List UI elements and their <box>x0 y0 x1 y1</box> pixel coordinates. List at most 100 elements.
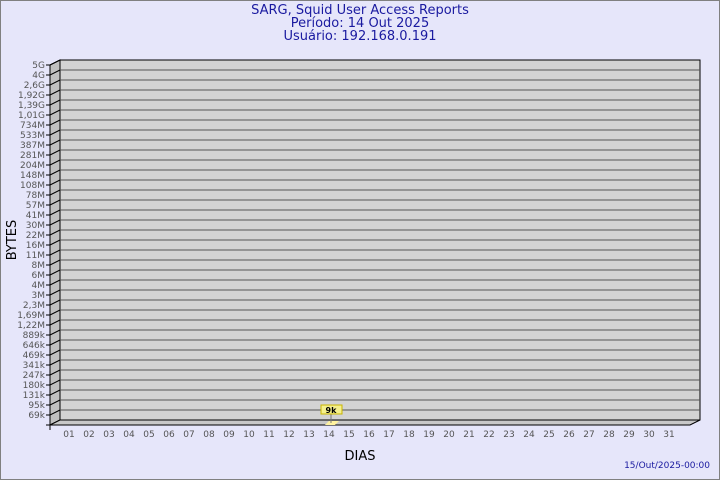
chart-user: Usuário: 192.168.0.191 <box>283 29 437 44</box>
x-tick-label: 04 <box>123 430 135 440</box>
y-tick-label: 5G <box>32 61 45 71</box>
gridline-side <box>49 279 61 286</box>
x-tick-label: 10 <box>243 430 255 440</box>
x-tick-label: 08 <box>203 430 215 440</box>
x-tick-label: 11 <box>263 430 274 440</box>
gridline-side <box>49 109 61 116</box>
x-tick-label: 26 <box>563 430 575 440</box>
gridline-side <box>49 299 61 306</box>
gridline-side <box>49 139 61 146</box>
gridline-side <box>49 269 61 276</box>
x-axis-label: DIAS <box>345 449 376 464</box>
gridline-side <box>49 189 61 196</box>
x-tick-label: 17 <box>383 430 394 440</box>
x-tick-label: 25 <box>543 430 554 440</box>
x-tick-label: 01 <box>63 430 74 440</box>
gridline-side <box>49 369 61 376</box>
x-tick-label: 07 <box>183 430 194 440</box>
gridline-side <box>49 239 61 246</box>
gridline-side <box>49 359 61 366</box>
y-tick-label: 281M <box>20 151 45 161</box>
y-tick-label: 204M <box>20 161 45 171</box>
y-tick-label: 30M <box>26 221 45 231</box>
x-tick-label: 09 <box>223 430 235 440</box>
y-tick-label: 41M <box>26 211 45 221</box>
y-tick-label: 148M <box>20 171 45 181</box>
gridline-side <box>49 349 61 356</box>
gridline-side <box>49 249 61 256</box>
x-tick-label: 05 <box>143 430 154 440</box>
gridline-side <box>49 319 61 326</box>
y-tick-label: 889k <box>23 331 46 341</box>
y-tick-label: 131k <box>23 391 46 401</box>
x-tick-label: 19 <box>423 430 435 440</box>
chart-title: SARG, Squid User Access Reports <box>251 3 469 18</box>
y-tick-label: 533M <box>20 131 45 141</box>
y-tick-label: 2,3M <box>23 301 45 311</box>
y-tick-label: 1,22M <box>17 321 45 331</box>
gridline-side <box>49 69 61 76</box>
x-tick-label: 27 <box>583 430 594 440</box>
y-tick-label: 469k <box>23 351 46 361</box>
x-tick-label: 13 <box>303 430 314 440</box>
y-tick-label: 1,69M <box>17 311 45 321</box>
y-axis-label: BYTES <box>5 220 20 261</box>
x-tick-label: 02 <box>83 430 94 440</box>
y-tick-label: 78M <box>26 191 45 201</box>
gridline-side <box>49 179 61 186</box>
data-label-box <box>320 404 343 415</box>
gridline-side <box>49 229 61 236</box>
chart-period: Período: 14 Out 2025 <box>290 16 430 31</box>
y-tick-label: 646k <box>23 341 46 351</box>
x-tick-label: 21 <box>463 430 474 440</box>
y-tick-label: 1,01G <box>18 111 45 121</box>
x-tick-label: 29 <box>623 430 635 440</box>
y-tick-label: 8M <box>32 261 46 271</box>
y-tick-label: 4G <box>32 71 45 81</box>
x-tick-label: 16 <box>363 430 375 440</box>
gridline-side <box>49 339 61 346</box>
y-tick-label: 341k <box>23 361 46 371</box>
gridline-side <box>49 89 61 96</box>
x-tick-label: 15 <box>343 430 354 440</box>
y-tick-label: 69k <box>28 411 45 421</box>
y-tick-label: 108M <box>20 181 45 191</box>
gridline-side <box>49 129 61 136</box>
x-tick-label: 24 <box>523 430 535 440</box>
x-tick-label: 12 <box>283 430 294 440</box>
gridline-side <box>49 199 61 206</box>
gridline-side <box>49 409 61 416</box>
x-tick-label: 28 <box>603 430 615 440</box>
y-tick-label: 1,92G <box>18 91 45 101</box>
y-tick-label: 734M <box>20 121 45 131</box>
gridline-side <box>49 209 61 216</box>
gridline-side <box>49 59 61 66</box>
x-tick-label: 03 <box>103 430 114 440</box>
gridline-side <box>49 159 61 166</box>
gridline-side <box>49 329 61 336</box>
y-tick-label: 16M <box>26 241 45 251</box>
x-tick-label: 06 <box>163 430 175 440</box>
gridline-side <box>49 289 61 296</box>
y-tick-label: 6M <box>32 271 46 281</box>
gridline-side <box>49 219 61 226</box>
gridline-side <box>49 379 61 386</box>
x-tick-label: 20 <box>443 430 455 440</box>
gridline-side <box>49 99 61 106</box>
gridline-side <box>49 169 61 176</box>
plot-floor <box>49 419 701 426</box>
gridline-side <box>49 399 61 406</box>
y-tick-label: 2,6G <box>24 81 45 91</box>
x-tick-label: 14 <box>323 430 335 440</box>
y-tick-label: 57M <box>26 201 45 211</box>
x-tick-label: 23 <box>503 430 514 440</box>
x-tick-label: 18 <box>403 430 415 440</box>
gridline-side <box>49 149 61 156</box>
y-tick-label: 247k <box>23 371 46 381</box>
y-tick-label: 180k <box>23 381 46 391</box>
bar-day-14 <box>325 421 339 425</box>
y-tick-label: 11M <box>26 251 45 261</box>
x-tick-label: 30 <box>643 430 655 440</box>
y-tick-label: 387M <box>20 141 45 151</box>
